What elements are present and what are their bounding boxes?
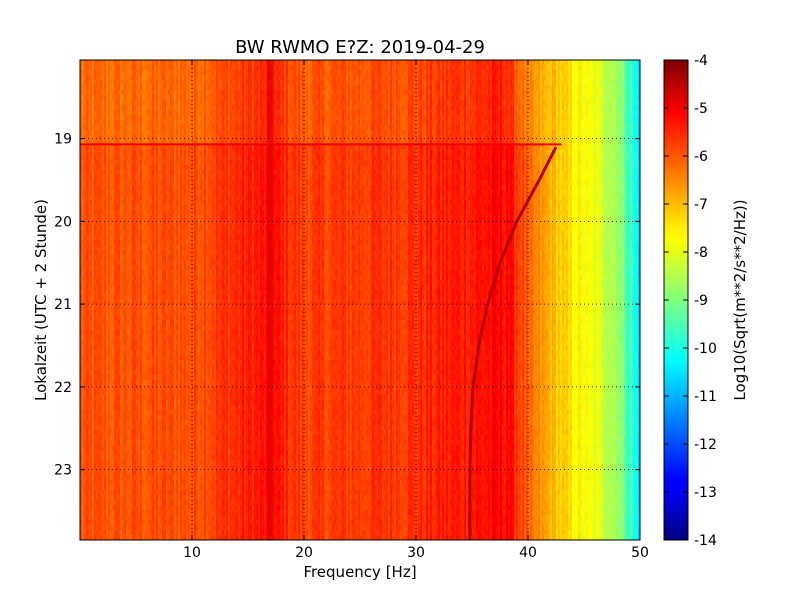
heatmap-cells [80, 60, 640, 540]
chart-title: BW RWMO E?Z: 2019-04-29 [235, 37, 485, 58]
